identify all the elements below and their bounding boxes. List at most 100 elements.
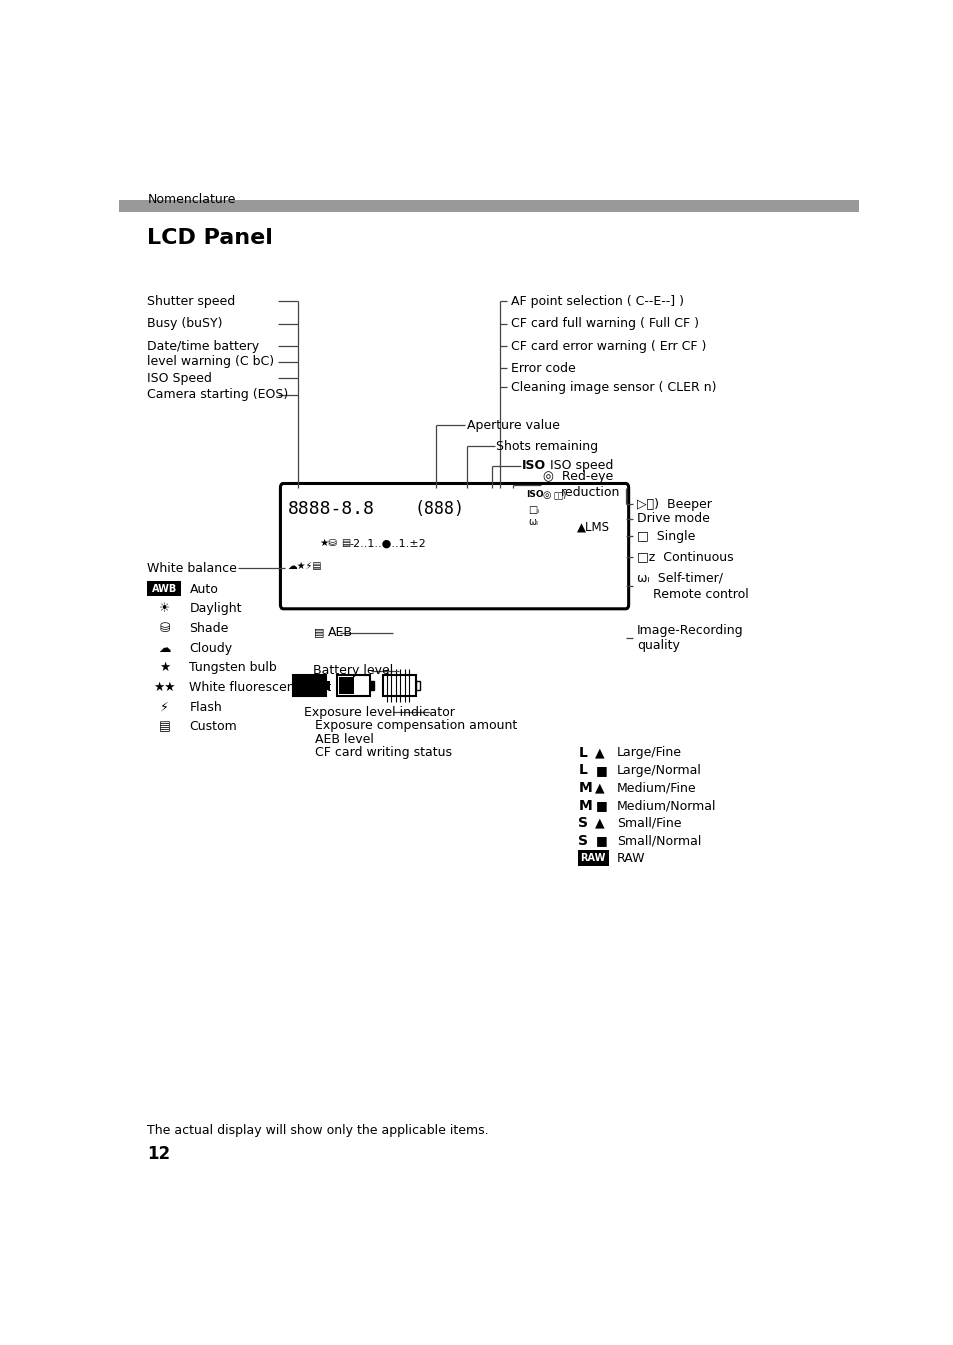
- Text: Battery level: Battery level: [313, 664, 393, 678]
- Bar: [576, 580, 619, 599]
- Text: 8888-8.8: 8888-8.8: [288, 500, 375, 518]
- Text: LCD Panel: LCD Panel: [147, 229, 273, 247]
- Text: (888): (888): [415, 500, 464, 518]
- Text: M: M: [578, 799, 592, 812]
- Bar: [119, 200, 858, 213]
- Text: ★⛁: ★⛁: [318, 538, 336, 547]
- Text: ■: ■: [595, 834, 606, 847]
- Text: ▤: ▤: [314, 628, 324, 638]
- Text: Tungsten bulb: Tungsten bulb: [190, 662, 277, 674]
- Bar: [390, 582, 394, 599]
- Text: AWB: AWB: [288, 539, 313, 550]
- Text: CF card error warning ( Err CF ): CF card error warning ( Err CF ): [511, 340, 706, 352]
- Bar: [455, 582, 458, 599]
- Bar: [351, 582, 355, 599]
- Text: ▲: ▲: [595, 746, 604, 760]
- Text: Shots remaining: Shots remaining: [496, 440, 598, 453]
- Bar: [364, 582, 367, 599]
- Text: AEB: AEB: [328, 627, 353, 639]
- Text: White fluorescent light: White fluorescent light: [190, 681, 332, 694]
- Text: Image-Recording: Image-Recording: [637, 624, 742, 638]
- Bar: [325, 682, 330, 690]
- Text: Remote control: Remote control: [653, 588, 748, 601]
- Text: S: S: [578, 834, 588, 847]
- Bar: [403, 582, 406, 599]
- Text: level warning (C bC): level warning (C bC): [147, 355, 274, 369]
- Text: White balance: White balance: [147, 562, 237, 574]
- Text: □ᴢ  Continuous: □ᴢ Continuous: [637, 550, 733, 564]
- Text: The actual display will show only the applicable items.: The actual display will show only the ap…: [147, 1124, 489, 1138]
- Text: ■: ■: [595, 764, 606, 777]
- Text: ☁: ☁: [158, 642, 171, 655]
- Text: Error code: Error code: [511, 362, 576, 374]
- Text: ▲: ▲: [595, 816, 604, 830]
- FancyBboxPatch shape: [280, 483, 628, 609]
- Text: Date/time battery: Date/time battery: [147, 340, 259, 352]
- Text: Small/Normal: Small/Normal: [617, 834, 700, 847]
- Bar: [338, 677, 354, 694]
- Text: ◎: ◎: [541, 490, 550, 500]
- Text: Drive mode: Drive mode: [637, 512, 709, 525]
- Text: ☀: ☀: [158, 603, 170, 615]
- Text: Cleaning image sensor ( CLER n): Cleaning image sensor ( CLER n): [511, 381, 716, 394]
- Bar: [383, 675, 416, 695]
- Text: ▲: ▲: [595, 781, 604, 795]
- Bar: [293, 675, 325, 695]
- Text: ▷⧗)  Beeper: ▷⧗) Beeper: [637, 498, 711, 511]
- Bar: [436, 582, 439, 599]
- Text: ◎  Red-eye: ◎ Red-eye: [542, 469, 613, 483]
- Text: ISO speed: ISO speed: [545, 460, 613, 472]
- Bar: [383, 582, 387, 599]
- Bar: [416, 682, 419, 690]
- Text: ★: ★: [158, 662, 170, 674]
- Bar: [449, 582, 452, 599]
- Bar: [468, 582, 472, 599]
- Text: □  Single: □ Single: [637, 530, 695, 543]
- Text: Large/Fine: Large/Fine: [617, 746, 681, 760]
- Bar: [488, 582, 491, 599]
- Text: Small/Fine: Small/Fine: [617, 816, 680, 830]
- Text: ★★: ★★: [152, 681, 175, 694]
- Bar: [147, 581, 181, 596]
- Text: Busy (buSY): Busy (buSY): [147, 317, 223, 331]
- Text: Nomenclature: Nomenclature: [147, 192, 235, 206]
- Bar: [337, 675, 370, 695]
- Text: ■: ■: [595, 799, 606, 812]
- Text: Cloudy: Cloudy: [190, 642, 233, 655]
- Text: ISO: ISO: [521, 460, 546, 472]
- Text: ⛁: ⛁: [159, 621, 170, 635]
- Text: 12: 12: [147, 1145, 171, 1162]
- Text: Camera starting (EOS): Camera starting (EOS): [147, 389, 289, 401]
- Bar: [416, 582, 419, 599]
- Text: Exposure compensation amount: Exposure compensation amount: [314, 720, 517, 732]
- Text: quality: quality: [637, 639, 679, 651]
- Text: reduction: reduction: [560, 487, 619, 499]
- Text: ωᵢ  Self-timer/: ωᵢ Self-timer/: [637, 572, 722, 584]
- Text: Exposure level indicator: Exposure level indicator: [304, 706, 455, 718]
- Text: ωᵢ: ωᵢ: [528, 516, 537, 527]
- Text: -2..1..●..1.±2: -2..1..●..1.±2: [350, 538, 426, 549]
- Text: Shutter speed: Shutter speed: [147, 295, 235, 308]
- Text: Medium/Normal: Medium/Normal: [617, 799, 716, 812]
- Text: AEB level: AEB level: [314, 733, 374, 745]
- Bar: [376, 582, 380, 599]
- Bar: [370, 582, 374, 599]
- Text: Shade: Shade: [190, 621, 229, 635]
- Bar: [475, 582, 478, 599]
- Bar: [396, 582, 400, 599]
- Text: S: S: [578, 816, 588, 830]
- Text: Aperture value: Aperture value: [466, 420, 559, 432]
- Text: ☁★⚡▤: ☁★⚡▤: [287, 561, 321, 572]
- Bar: [575, 502, 619, 555]
- Bar: [442, 582, 445, 599]
- Bar: [461, 582, 465, 599]
- Text: ▤: ▤: [158, 721, 170, 733]
- Bar: [350, 581, 490, 600]
- Text: L: L: [578, 745, 587, 760]
- Text: Flash: Flash: [190, 701, 222, 714]
- Bar: [370, 682, 374, 690]
- Text: Large/Normal: Large/Normal: [617, 764, 701, 777]
- Bar: [422, 582, 426, 599]
- Text: ⧗⧗): ⧗⧗): [554, 491, 567, 499]
- Text: AF point selection ( C--E--] ): AF point selection ( C--E--] ): [511, 295, 683, 308]
